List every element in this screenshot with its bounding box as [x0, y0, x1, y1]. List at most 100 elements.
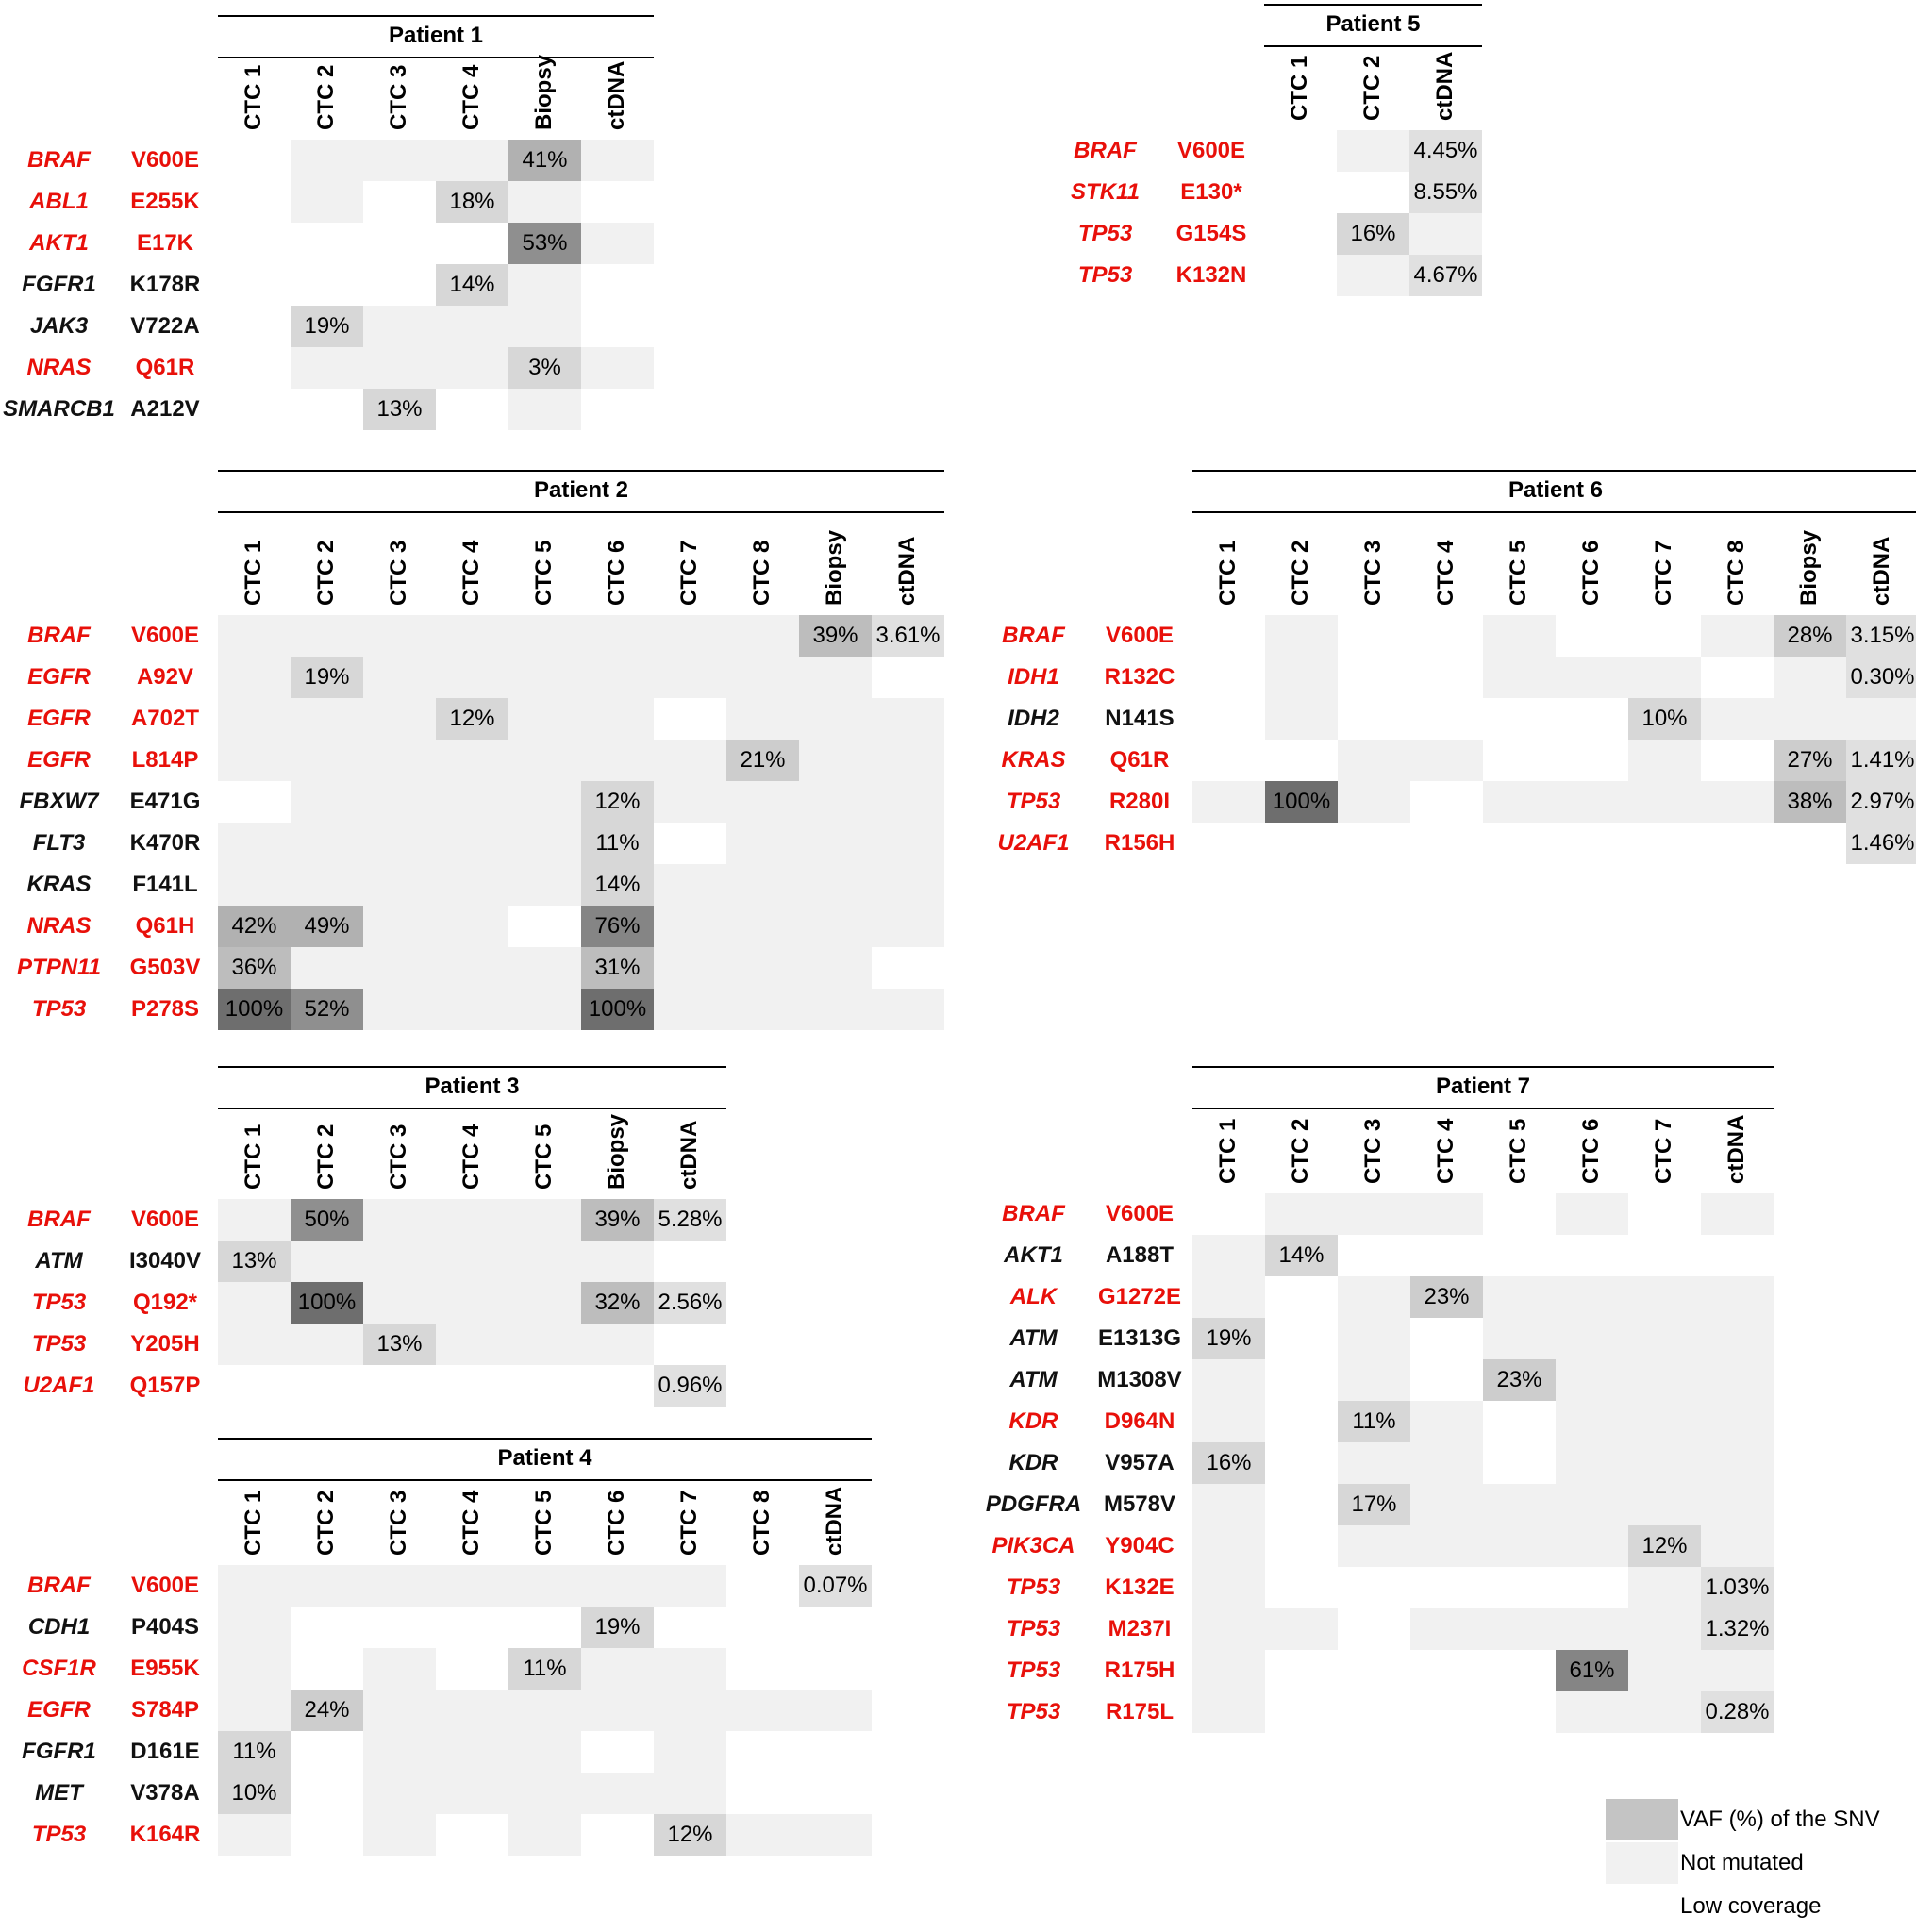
- patient-3-heatmap-cell: [218, 1199, 291, 1241]
- patient-7-heatmap-cell: [1556, 1276, 1628, 1318]
- patient-7-heatmap-cell: [1701, 1401, 1774, 1442]
- patient-6-heatmap-cell: [1410, 698, 1483, 740]
- patient-7-heatmap-cell: 19%: [1192, 1318, 1265, 1359]
- patient-3-heatmap-cell: [581, 1365, 654, 1407]
- patient-7-heatmap-cell: [1701, 1484, 1774, 1525]
- patient-3-heatmap-cell: [291, 1365, 363, 1407]
- patient-7-heatmap-cell: [1410, 1608, 1483, 1650]
- patient-7-heatmap-cell: [1701, 1650, 1774, 1691]
- patient-1-heatmap-cell: 14%: [436, 264, 508, 306]
- patient-6-heatmap-cell: [1483, 823, 1556, 864]
- patient-2-gene-label: EGFR: [27, 664, 91, 690]
- patient-2-mutation-label: L814P: [131, 747, 199, 773]
- patient-7-heatmap-cell: 11%: [1338, 1401, 1410, 1442]
- patient-7-heatmap-cell: [1701, 1525, 1774, 1567]
- patient-7-heatmap-cell: [1628, 1484, 1701, 1525]
- patient-2-heatmap-cell: [726, 657, 799, 698]
- patient-1-mutation-label: E17K: [136, 230, 194, 256]
- patient-7-heatmap-cell: [1338, 1525, 1410, 1567]
- patient-3-gene-label: TP53: [31, 1331, 87, 1357]
- patient-2-column-label: CTC 3: [386, 540, 411, 606]
- patient-7-heatmap-cell: [1265, 1276, 1338, 1318]
- patient-7-heatmap-cell: [1338, 1650, 1410, 1691]
- patient-6-heatmap-cell: [1410, 740, 1483, 781]
- patient-7-heatmap-cell: [1628, 1401, 1701, 1442]
- patient-5-gene-label: TP53: [1077, 221, 1133, 246]
- patient-4-heatmap-cell: [726, 1690, 799, 1731]
- patient-4-mutation-label: D161E: [130, 1739, 200, 1764]
- patient-2-heatmap-cell: [218, 698, 291, 740]
- patient-2-heatmap-cell: [436, 823, 508, 864]
- patient-7-mutation-label: V957A: [1105, 1450, 1175, 1475]
- patient-1-heatmap-cell: 19%: [291, 306, 363, 347]
- legend-label: Low coverage: [1680, 1893, 1822, 1919]
- patient-1-mutation-label: Q61R: [135, 355, 195, 380]
- patient-7-gene-label: ALK: [1009, 1284, 1058, 1309]
- patient-6-heatmap-cell: [1701, 698, 1774, 740]
- patient-7-heatmap-cell: [1628, 1608, 1701, 1650]
- patient-4-gene-label: EGFR: [27, 1697, 91, 1723]
- patient-1-heatmap-cell: [508, 306, 581, 347]
- patient-1-heatmap-cell: [436, 140, 508, 181]
- patient-2-gene-label: NRAS: [26, 913, 92, 939]
- patient-4-title-rule-bottom: [218, 1479, 872, 1481]
- patient-4-heatmap-cell: [508, 1731, 581, 1773]
- patient-7-heatmap-cell: 1.32%: [1701, 1608, 1774, 1650]
- patient-2-heatmap-cell: [363, 947, 436, 989]
- patient-5-gene-label: TP53: [1077, 262, 1133, 288]
- patient-7-heatmap-cell: [1483, 1567, 1556, 1608]
- patient-1-column-label: ctDNA: [604, 60, 629, 130]
- patient-1-column-label: CTC 3: [386, 64, 411, 130]
- patient-2-title: Patient 2: [533, 477, 629, 503]
- patient-1-heatmap-cell: [508, 181, 581, 223]
- patient-6-mutation-label: R280I: [1108, 789, 1171, 814]
- patient-7-heatmap-cell: 23%: [1410, 1276, 1483, 1318]
- patient-7-heatmap-cell: [1265, 1567, 1338, 1608]
- patient-2-heatmap-cell: [872, 947, 944, 989]
- patient-1-gene-label: NRAS: [26, 355, 92, 380]
- patient-3-heatmap-cell: 50%: [291, 1199, 363, 1241]
- patient-4-column-label: CTC 1: [241, 1490, 266, 1556]
- patient-7-mutation-label: D964N: [1104, 1408, 1175, 1434]
- patient-6-gene-label: IDH1: [1008, 664, 1059, 690]
- patient-7-heatmap-cell: [1338, 1193, 1410, 1235]
- patient-4-heatmap-cell: [581, 1731, 654, 1773]
- patient-7-heatmap-cell: [1410, 1567, 1483, 1608]
- patient-6-heatmap-cell: 1.41%: [1846, 740, 1916, 781]
- patient-2-heatmap-cell: [799, 947, 872, 989]
- patient-1-heatmap-cell: [363, 181, 436, 223]
- patient-4-heatmap-cell: [363, 1690, 436, 1731]
- patient-7-heatmap-cell: [1628, 1193, 1701, 1235]
- patient-6-heatmap-cell: [1556, 615, 1628, 657]
- patient-4-heatmap-cell: 12%: [654, 1814, 726, 1856]
- patient-2-heatmap-cell: [726, 906, 799, 947]
- patient-7-column-label: ctDNA: [1724, 1114, 1749, 1184]
- patient-7-heatmap-cell: [1265, 1525, 1338, 1567]
- patient-6-heatmap-cell: [1483, 740, 1556, 781]
- patient-2-heatmap-cell: 19%: [291, 657, 363, 698]
- patient-2-column-label: CTC 4: [458, 540, 484, 606]
- patient-6-heatmap-cell: [1338, 657, 1410, 698]
- patient-4-heatmap-cell: 19%: [581, 1607, 654, 1648]
- patient-7-heatmap-cell: [1338, 1276, 1410, 1318]
- patient-7-heatmap-cell: 17%: [1338, 1484, 1410, 1525]
- patient-2-heatmap-cell: [436, 989, 508, 1030]
- patient-2-heatmap-cell: [436, 947, 508, 989]
- patient-4-heatmap-cell: [799, 1731, 872, 1773]
- patient-2-heatmap-cell: 3.61%: [872, 615, 944, 657]
- patient-4-heatmap-cell: [654, 1690, 726, 1731]
- patient-6-gene-label: TP53: [1006, 789, 1061, 814]
- patient-6-column-label: CTC 6: [1578, 540, 1604, 606]
- patient-7-heatmap-cell: [1265, 1608, 1338, 1650]
- patient-4-heatmap-cell: [799, 1690, 872, 1731]
- patient-7-heatmap-cell: [1338, 1318, 1410, 1359]
- patient-6-heatmap-cell: 2.97%: [1846, 781, 1916, 823]
- patient-2-mutation-label: G503V: [129, 955, 201, 980]
- patient-6-heatmap-cell: [1265, 740, 1338, 781]
- patient-7-heatmap-cell: [1192, 1235, 1265, 1276]
- patient-4-heatmap-cell: [436, 1648, 508, 1690]
- patient-6-heatmap-cell: [1556, 781, 1628, 823]
- patient-3-mutation-label: Y205H: [130, 1331, 200, 1357]
- patient-2-heatmap-cell: [654, 864, 726, 906]
- patient-7-heatmap-cell: [1701, 1276, 1774, 1318]
